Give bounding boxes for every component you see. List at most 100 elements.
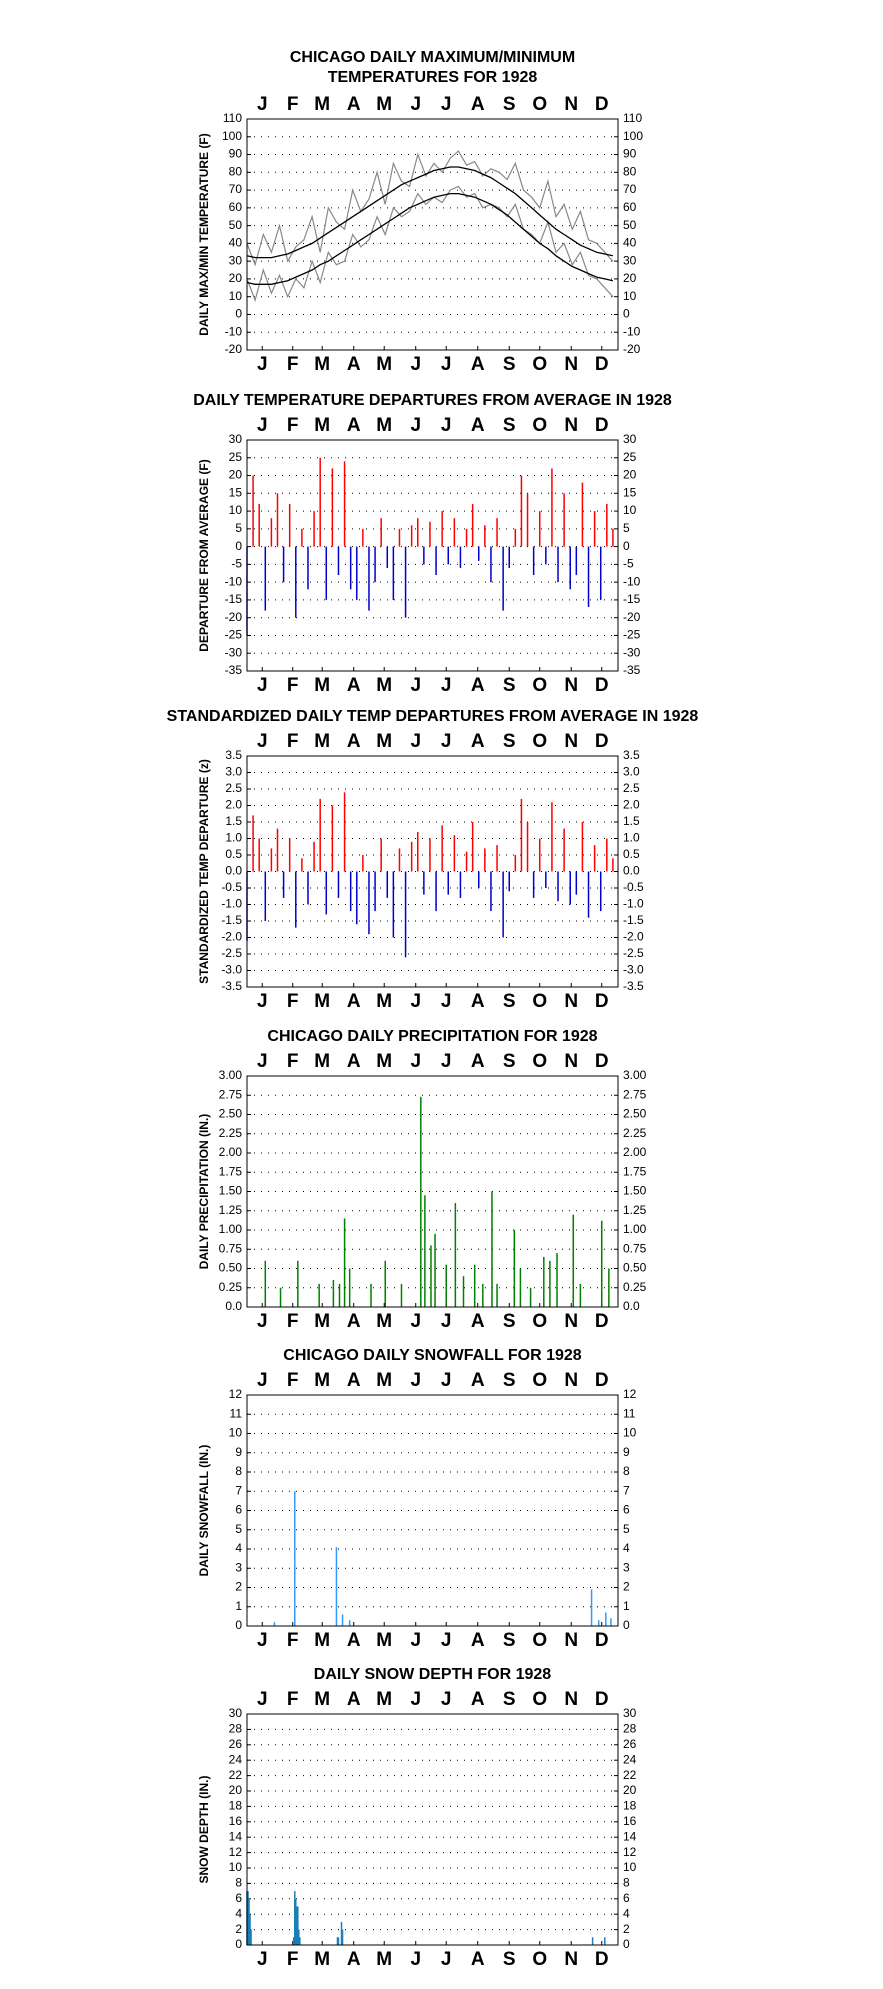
plot-frame: [246, 1075, 619, 1308]
x-tick-label: J: [257, 1370, 268, 1391]
y2-tick-label: -35: [623, 663, 641, 677]
y-tick-label: 7: [235, 1483, 242, 1497]
y-tick-label: 14: [229, 1829, 243, 1843]
bar: [557, 546, 559, 583]
bar: [313, 841, 315, 872]
bar: [264, 546, 267, 611]
bar: [430, 1245, 432, 1307]
y2-tick-label: 1.25: [623, 1203, 647, 1217]
bar: [420, 1096, 422, 1307]
y-axis-label: STANDARDIZED TEMP DEPARTURE (z): [197, 759, 211, 984]
y2-tick-label: 1.50: [623, 1184, 647, 1198]
x-tick-label: O: [532, 1370, 547, 1391]
x-tick-label: F: [287, 94, 299, 115]
x-tick-label: J: [257, 1311, 268, 1332]
bar: [447, 871, 450, 895]
x-tick-label: O: [532, 1051, 547, 1072]
x-tick-label: N: [564, 1370, 578, 1391]
y-tick-label: 0.25: [219, 1280, 243, 1294]
bar: [508, 871, 510, 892]
y2-tick-label: 0.0: [623, 1299, 640, 1313]
y2-tick-label: 0.50: [623, 1261, 647, 1275]
bar: [569, 871, 571, 905]
bar: [597, 1620, 600, 1626]
bar: [600, 1220, 603, 1307]
bar: [404, 871, 407, 958]
bar: [532, 871, 535, 898]
x-tick-label: A: [347, 1311, 361, 1332]
bar: [563, 493, 565, 547]
x-tick-label: M: [376, 1051, 392, 1072]
bar: [491, 1191, 493, 1307]
y2-tick-label: 3.5: [623, 748, 640, 762]
x-tick-label: O: [532, 1311, 547, 1332]
x-tick-label: A: [347, 1630, 361, 1651]
y2-tick-label: 60: [623, 200, 637, 214]
x-tick-label: M: [376, 1949, 392, 1970]
x-tick-label: D: [595, 1689, 609, 1710]
bar: [520, 475, 523, 547]
y2-tick-label: 30: [623, 432, 637, 446]
x-tick-label: N: [564, 354, 578, 375]
bar: [519, 1268, 522, 1307]
x-tick-label: D: [595, 1370, 609, 1391]
x-tick-label: S: [503, 1311, 516, 1332]
y2-tick-label: 110: [623, 111, 642, 125]
x-tick-label: O: [532, 1689, 547, 1710]
bar: [575, 871, 578, 895]
x-tick-label: J: [410, 1630, 421, 1651]
x-tick-label: S: [503, 675, 516, 696]
x-tick-label: J: [257, 94, 268, 115]
bar: [496, 518, 498, 547]
y2-tick-label: 8: [623, 1876, 630, 1890]
y-tick-label: 12: [229, 1387, 243, 1401]
y-tick-label: 10: [229, 289, 243, 303]
y2-tick-label: -5: [623, 557, 634, 571]
y-tick-label: 0: [235, 307, 242, 321]
bar: [551, 468, 553, 547]
y2-tick-label: 2.25: [623, 1126, 647, 1140]
x-tick-label: J: [410, 675, 421, 696]
x-tick-label: J: [441, 1949, 452, 1970]
x-tick-label: F: [287, 354, 299, 375]
y2-tick-label: 2.5: [623, 781, 640, 795]
y-tick-label: -10: [225, 574, 243, 588]
bar: [477, 546, 480, 561]
y-tick-label: -3.0: [221, 963, 242, 977]
bar: [336, 1937, 339, 1945]
x-tick-label: D: [595, 1630, 609, 1651]
bar: [591, 1937, 594, 1945]
bar: [459, 546, 462, 568]
bar: [298, 1929, 300, 1945]
x-tick-label: J: [257, 675, 268, 696]
x-tick-label: M: [376, 354, 392, 375]
chart: DAILY TEMPERATURE DEPARTURES FROM AVERAG…: [193, 392, 672, 696]
bar: [587, 546, 590, 608]
chart-title: CHICAGO DAILY MAXIMUM/MINIMUM: [290, 49, 575, 66]
x-tick-label: A: [347, 1949, 361, 1970]
y2-tick-label: 0: [623, 539, 630, 553]
x-tick-label: M: [376, 1689, 392, 1710]
y2-tick-label: 3.0: [623, 765, 640, 779]
x-tick-label: F: [287, 1370, 299, 1391]
y2-tick-label: 0: [623, 1618, 630, 1632]
x-tick-label: M: [376, 415, 392, 436]
y-tick-label: -20: [225, 610, 243, 624]
y-tick-label: -5: [231, 557, 242, 571]
bar: [496, 1283, 498, 1307]
y2-tick-label: 0: [623, 307, 630, 321]
bar: [296, 1906, 298, 1945]
bar: [301, 858, 303, 872]
x-tick-label: J: [257, 415, 268, 436]
x-tick-label: M: [314, 1689, 330, 1710]
y2-tick-label: 25: [623, 450, 637, 464]
x-tick-label: D: [595, 354, 609, 375]
y-tick-label: 70: [229, 182, 243, 196]
y-tick-label: 40: [229, 236, 243, 250]
bar: [502, 546, 504, 611]
bar: [410, 525, 413, 547]
y2-tick-label: 11: [623, 1406, 636, 1420]
y-tick-label: 50: [229, 218, 243, 232]
bar: [417, 518, 419, 547]
x-tick-label: O: [532, 1630, 547, 1651]
